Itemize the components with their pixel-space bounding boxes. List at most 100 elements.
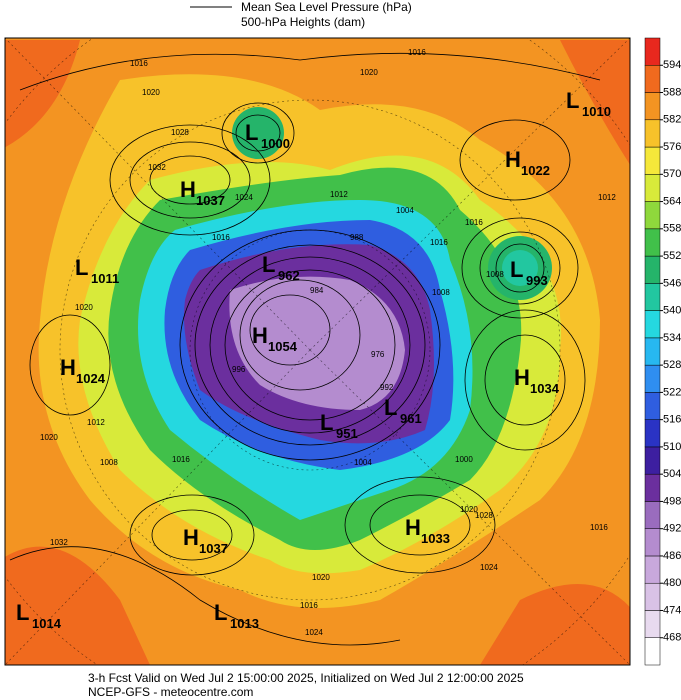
colorbar-tick-label: 558: [663, 223, 681, 235]
system-letter: L: [320, 410, 333, 435]
system-value: 1013: [230, 616, 259, 631]
colorbar-bin: [644, 364, 661, 393]
contour-label: 1016: [130, 59, 148, 68]
contour-label: 1020: [142, 88, 160, 97]
colorbar-tick-label: 588: [663, 86, 681, 98]
system-value: 1037: [196, 193, 225, 208]
colorbar-tick-label: 576: [663, 141, 681, 153]
system-value: 1054: [268, 339, 298, 354]
legend-line-label: Mean Sea Level Pressure (hPa): [241, 0, 412, 14]
colorbar-bin: [644, 283, 661, 311]
colorbar-bin: [644, 201, 661, 230]
colorbar-tick-label: 552: [663, 250, 681, 262]
system-letter: H: [180, 177, 196, 202]
contour-label: 1016: [212, 233, 230, 242]
contour-label: 1020: [75, 303, 93, 312]
colorbar-tick-label: 546: [663, 277, 681, 289]
colorbar-bin: [644, 65, 661, 93]
contour-label: 1008: [432, 288, 450, 297]
system-value: 962: [278, 268, 300, 283]
contour-label: 1004: [354, 458, 372, 467]
system-value: 961: [400, 411, 422, 426]
contour-label: 1012: [87, 418, 105, 427]
contour-label: 1020: [312, 573, 330, 582]
system-value: 993: [526, 273, 548, 288]
colorbar: 468 474 480 486 492 498 504 510 516 522 528 534 540 5…: [644, 37, 681, 666]
colorbar-bin: [644, 555, 661, 584]
colorbar-tick-label: 522: [663, 386, 681, 398]
system-value: 1034: [530, 381, 560, 396]
map-frame: [4, 37, 631, 666]
system-letter: L: [262, 252, 275, 277]
legend-fill-label: 500-hPa Heights (dam): [241, 15, 365, 29]
colorbar-bin: [644, 146, 661, 175]
colorbar-bin: [644, 37, 661, 66]
contour-label: 1004: [396, 206, 414, 215]
contour-label: 1012: [598, 193, 616, 202]
contour-label: 1024: [480, 563, 498, 572]
colorbar-tick-label: 594: [663, 59, 681, 71]
contour-label: 1016: [172, 455, 190, 464]
system-letter: H: [505, 147, 521, 172]
colorbar-tick-label: 468: [663, 632, 681, 644]
colorbar-bin: [644, 473, 661, 502]
system-value: 1011: [91, 271, 119, 286]
system-letter: L: [75, 255, 88, 280]
contour-label: 1008: [486, 270, 504, 279]
system-letter: L: [245, 120, 258, 145]
colorbar-tick-label: 540: [663, 305, 681, 317]
colorbar-bin: [644, 637, 661, 666]
colorbar-bin: [644, 228, 661, 257]
contour-label: 1028: [475, 511, 493, 520]
contour-label: 1016: [430, 238, 448, 247]
colorbar-tick-label: 564: [663, 195, 681, 207]
system-letter: H: [60, 355, 76, 380]
colorbar-bin: [644, 582, 661, 611]
colorbar-tick-label: 504: [663, 468, 681, 480]
colorbar-tick-label: 516: [663, 414, 681, 426]
system-value: 1010: [582, 104, 611, 119]
contour-label: 1008: [100, 458, 118, 467]
colorbar-bin: [644, 92, 661, 121]
system-value: 951: [336, 426, 358, 441]
contour-label: 984: [310, 286, 324, 295]
system-letter: H: [183, 525, 199, 550]
colorbar-bin: [644, 419, 661, 448]
system-letter: L: [510, 257, 523, 282]
contour-label: 1032: [50, 538, 68, 547]
system-value: 1000: [261, 136, 290, 151]
colorbar-tick-label: 534: [663, 332, 681, 344]
colorbar-bin: [644, 119, 661, 148]
colorbar-bin: [644, 337, 661, 366]
contour-label: 1032: [148, 163, 166, 172]
contour-label: 1020: [40, 433, 58, 442]
colorbar-tick-label: 528: [663, 359, 681, 371]
system-letter: H: [405, 515, 421, 540]
colorbar-tick-label: 582: [663, 114, 681, 126]
contour-label: 1020: [460, 505, 478, 514]
colorbar-bin: [644, 446, 661, 475]
colorbar-bin: [644, 174, 661, 202]
system-letter: L: [566, 88, 579, 113]
contour-label: 1020: [360, 68, 378, 77]
system-value: 1022: [521, 163, 550, 178]
footer-source: NCEP-GFS - meteocentre.com: [88, 685, 253, 699]
colorbar-tick-label: 474: [663, 604, 681, 616]
colorbar-tick-label: 510: [663, 441, 681, 453]
contour-label: 996: [232, 365, 246, 374]
system-value: 1014: [32, 616, 62, 631]
contour-label: 1016: [300, 601, 318, 610]
system-value: 1037: [199, 541, 228, 556]
system-value: 1033: [421, 531, 450, 546]
system-value: 1024: [76, 371, 106, 386]
contour-label: 1016: [590, 523, 608, 532]
system-letter: L: [384, 395, 397, 420]
colorbar-bin: [644, 255, 661, 284]
colorbar-tick-label: 486: [663, 550, 681, 562]
contour-label: 1016: [465, 218, 483, 227]
contour-label: 1012: [330, 190, 348, 199]
colorbar-bin: [644, 392, 661, 420]
